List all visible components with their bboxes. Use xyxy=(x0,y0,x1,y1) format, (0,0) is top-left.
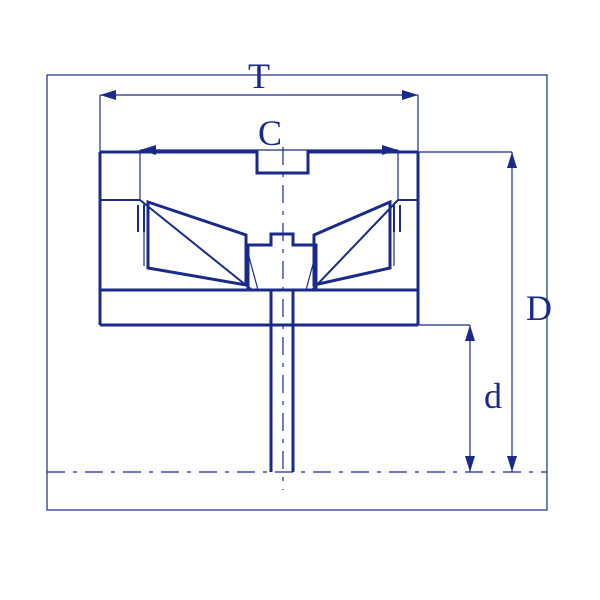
dim-label-d: d xyxy=(484,376,502,416)
dim-label-T: T xyxy=(248,56,270,96)
dim-label-C: C xyxy=(258,113,282,153)
dim-label-D: D xyxy=(526,288,552,328)
